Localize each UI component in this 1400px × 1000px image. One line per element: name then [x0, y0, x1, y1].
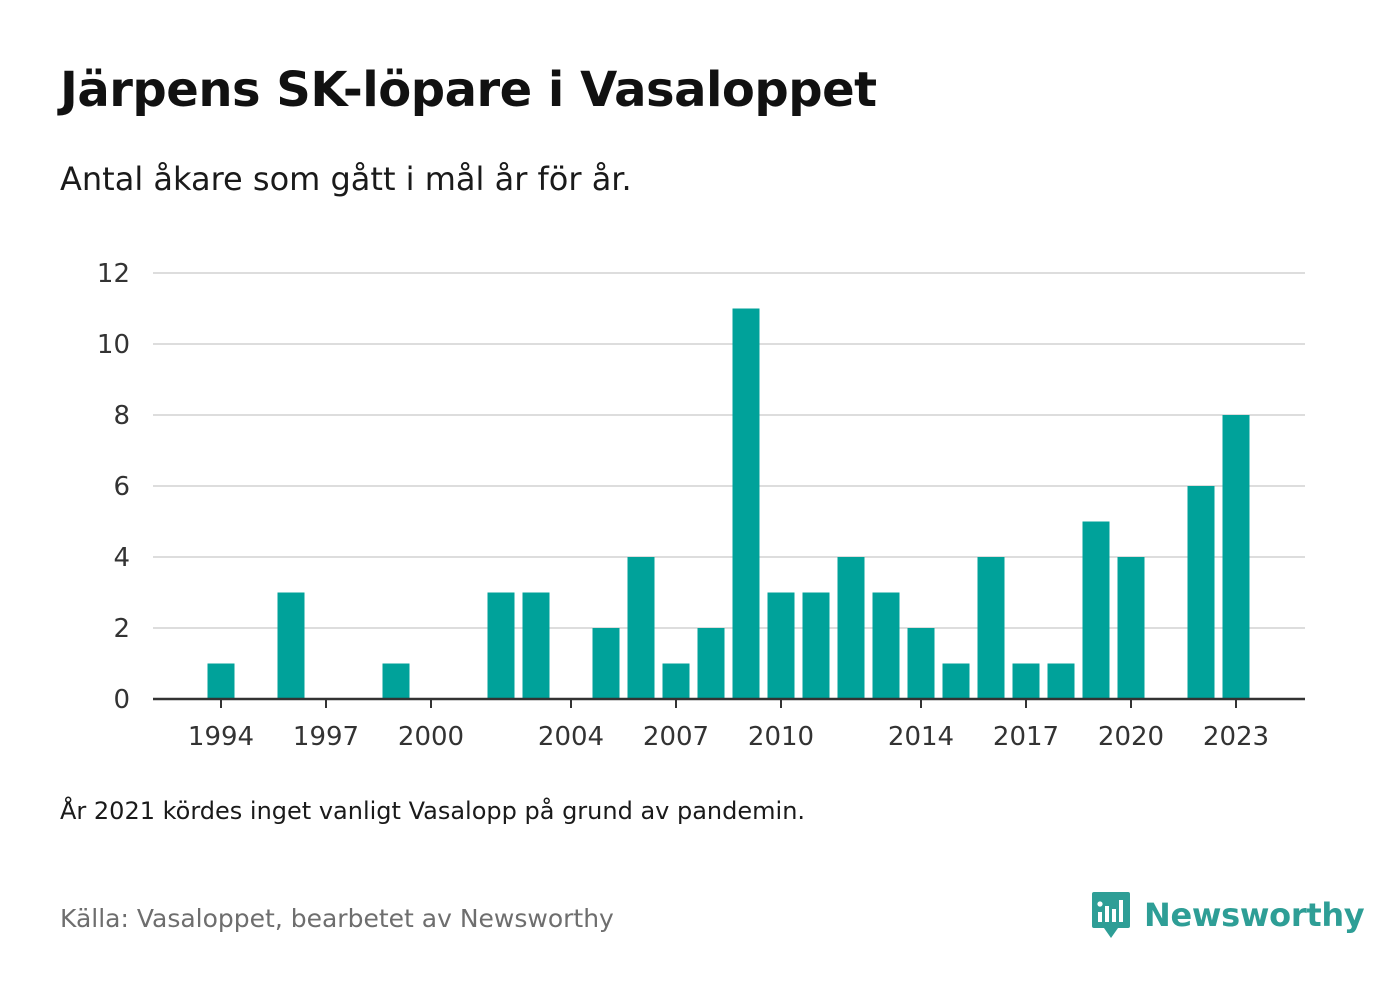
- x-tick-label: 2020: [1098, 722, 1164, 752]
- chart-note: År 2021 kördes inget vanligt Vasalopp på…: [60, 797, 806, 825]
- bar-2020: [1117, 557, 1145, 699]
- y-tick-label: 4: [113, 543, 130, 573]
- y-tick-label: 12: [97, 259, 130, 289]
- grid-lines: [153, 272, 1305, 629]
- y-tick-labels: 0 2 4 6 8 10 12: [97, 259, 130, 715]
- newsworthy-brand: Newsworthy: [1090, 890, 1365, 940]
- bar-2014: [907, 628, 935, 699]
- x-tick-label: 1997: [293, 722, 359, 752]
- bar-1994: [207, 663, 235, 699]
- newsworthy-brand-name: Newsworthy: [1144, 896, 1365, 934]
- bar-1996: [277, 592, 305, 699]
- bar-1999: [382, 663, 410, 699]
- source-text: Källa: Vasaloppet, bearbetet av Newswort…: [60, 904, 614, 933]
- x-tick-label: 2017: [993, 722, 1059, 752]
- bar-2017: [1012, 663, 1040, 699]
- y-tick-label: 0: [113, 685, 130, 715]
- y-tick-label: 10: [97, 330, 130, 360]
- bar-2016: [977, 557, 1005, 699]
- x-tick-label: 1994: [188, 722, 254, 752]
- bar-chart: 0 2 4 6 8 10 12 1994 1997 2000 2004 2007 2010 2014 20…: [97, 259, 1305, 752]
- bar-2013: [872, 592, 900, 699]
- x-tick-labels: 1994 1997 2000 2004 2007 2010 2014 2017 2020 2023: [188, 722, 1269, 752]
- x-tick-label: 2007: [643, 722, 709, 752]
- bars: [207, 308, 1250, 699]
- bar-2006: [627, 557, 655, 699]
- bar-2005: [592, 628, 620, 699]
- bar-2002: [487, 592, 515, 699]
- bar-2012: [837, 557, 865, 699]
- x-axis: [153, 697, 1305, 708]
- bar-2022: [1187, 486, 1215, 699]
- bar-2018: [1047, 663, 1075, 699]
- bar-2009: [732, 308, 760, 699]
- bar-2008: [697, 628, 725, 699]
- newsworthy-logo-icon: [1092, 892, 1130, 938]
- x-tick-label: 2010: [748, 722, 814, 752]
- bar-2007: [662, 663, 690, 699]
- y-tick-label: 8: [113, 401, 130, 431]
- bar-2003: [522, 592, 550, 699]
- x-tick-label: 2014: [888, 722, 954, 752]
- y-tick-label: 2: [113, 614, 130, 644]
- bar-2010: [767, 592, 795, 699]
- bar-2011: [802, 592, 830, 699]
- chart-title: Järpens SK-löpare i Vasaloppet: [60, 62, 877, 118]
- bar-2019: [1082, 521, 1110, 699]
- x-tick-label: 2000: [398, 722, 464, 752]
- y-tick-label: 6: [113, 472, 130, 502]
- bar-2023: [1222, 415, 1250, 699]
- bar-2015: [942, 663, 970, 699]
- x-tick-label: 2004: [538, 722, 604, 752]
- x-tick-label: 2023: [1203, 722, 1269, 752]
- chart-subtitle: Antal åkare som gått i mål år för år.: [60, 160, 632, 198]
